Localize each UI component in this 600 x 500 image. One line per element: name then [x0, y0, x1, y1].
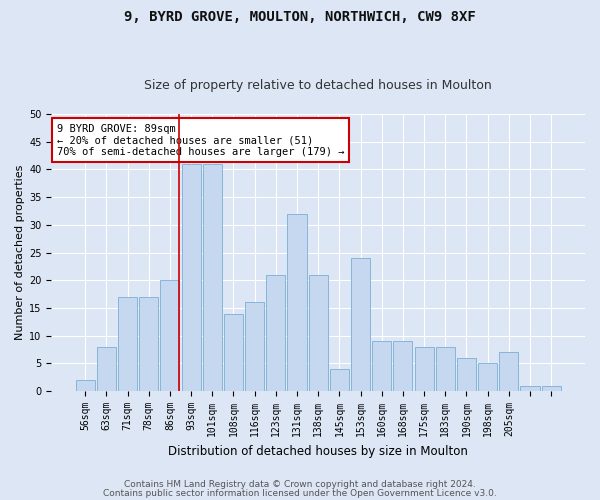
Bar	[118, 297, 137, 391]
Bar	[287, 214, 307, 391]
Bar	[76, 380, 95, 391]
Bar	[203, 164, 222, 391]
Text: 9 BYRD GROVE: 89sqm
← 20% of detached houses are smaller (51)
70% of semi-detach: 9 BYRD GROVE: 89sqm ← 20% of detached ho…	[57, 124, 344, 157]
Bar	[436, 347, 455, 391]
Bar	[372, 342, 391, 391]
Bar	[266, 275, 286, 391]
Bar	[394, 342, 412, 391]
Y-axis label: Number of detached properties: Number of detached properties	[15, 165, 25, 340]
Bar	[182, 164, 200, 391]
Text: Contains public sector information licensed under the Open Government Licence v3: Contains public sector information licen…	[103, 489, 497, 498]
Bar	[330, 369, 349, 391]
Bar	[499, 352, 518, 391]
Bar	[520, 386, 539, 391]
X-axis label: Distribution of detached houses by size in Moulton: Distribution of detached houses by size …	[168, 444, 468, 458]
Bar	[308, 275, 328, 391]
Bar	[97, 347, 116, 391]
Bar	[160, 280, 179, 391]
Text: Contains HM Land Registry data © Crown copyright and database right 2024.: Contains HM Land Registry data © Crown c…	[124, 480, 476, 489]
Bar	[478, 364, 497, 391]
Title: Size of property relative to detached houses in Moulton: Size of property relative to detached ho…	[145, 79, 492, 92]
Bar	[139, 297, 158, 391]
Text: 9, BYRD GROVE, MOULTON, NORTHWICH, CW9 8XF: 9, BYRD GROVE, MOULTON, NORTHWICH, CW9 8…	[124, 10, 476, 24]
Bar	[457, 358, 476, 391]
Bar	[415, 347, 434, 391]
Bar	[224, 314, 243, 391]
Bar	[351, 258, 370, 391]
Bar	[245, 302, 264, 391]
Bar	[542, 386, 561, 391]
